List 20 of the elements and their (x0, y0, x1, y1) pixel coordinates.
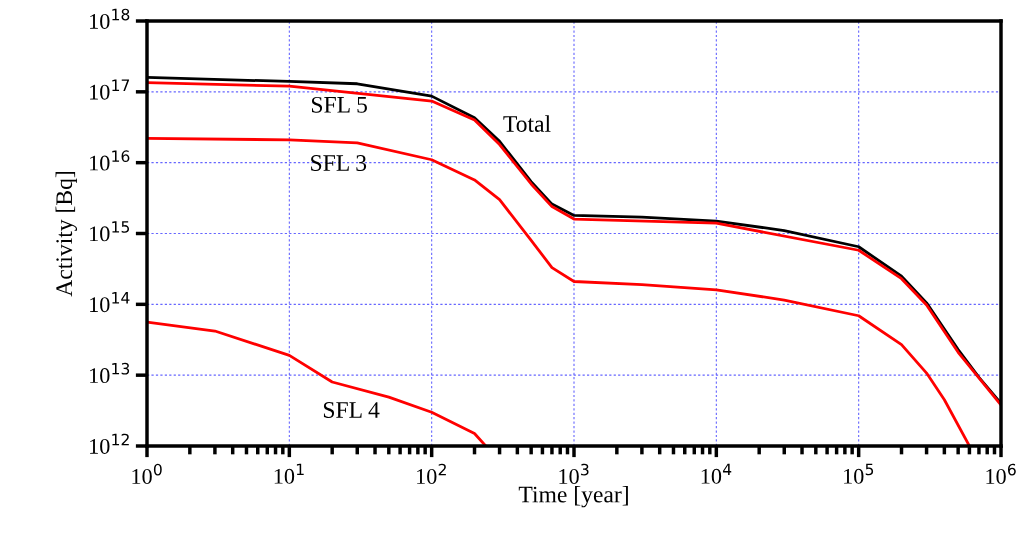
series-label: SFL 3 (311, 155, 367, 171)
y-tick-label: 10$^{17}$ (90, 79, 130, 100)
x-tick-label: 10$^{2}$ (417, 463, 446, 484)
y-tick-label: 10$^{18}$ (90, 8, 130, 29)
x-tick-label: 10$^{4}$ (701, 463, 732, 484)
x-axis-title: Time [year] (518, 485, 628, 508)
y-tick-label: 10$^{12}$ (90, 433, 129, 454)
x-tick-label: 10$^{1}$ (274, 463, 304, 484)
series-label: Total (503, 115, 551, 132)
y-tick-label: 10$^{15}$ (90, 221, 130, 242)
series-label: SFL 4 (323, 402, 380, 418)
x-tick-label: 10$^{6}$ (986, 463, 1016, 484)
x-tick-label: 10$^{5}$ (844, 463, 874, 484)
y-tick-label: 10$^{16}$ (90, 150, 130, 171)
y-axis-title: Activity [Bq] (55, 171, 78, 297)
x-tick-label: 10$^{3}$ (559, 463, 589, 484)
series-label: SFL 5 (311, 96, 367, 113)
y-tick-label: 10$^{13}$ (90, 362, 130, 384)
x-tick-label: 10$^{0}$ (132, 463, 162, 484)
y-tick-label: 10$^{14}$ (90, 292, 130, 313)
